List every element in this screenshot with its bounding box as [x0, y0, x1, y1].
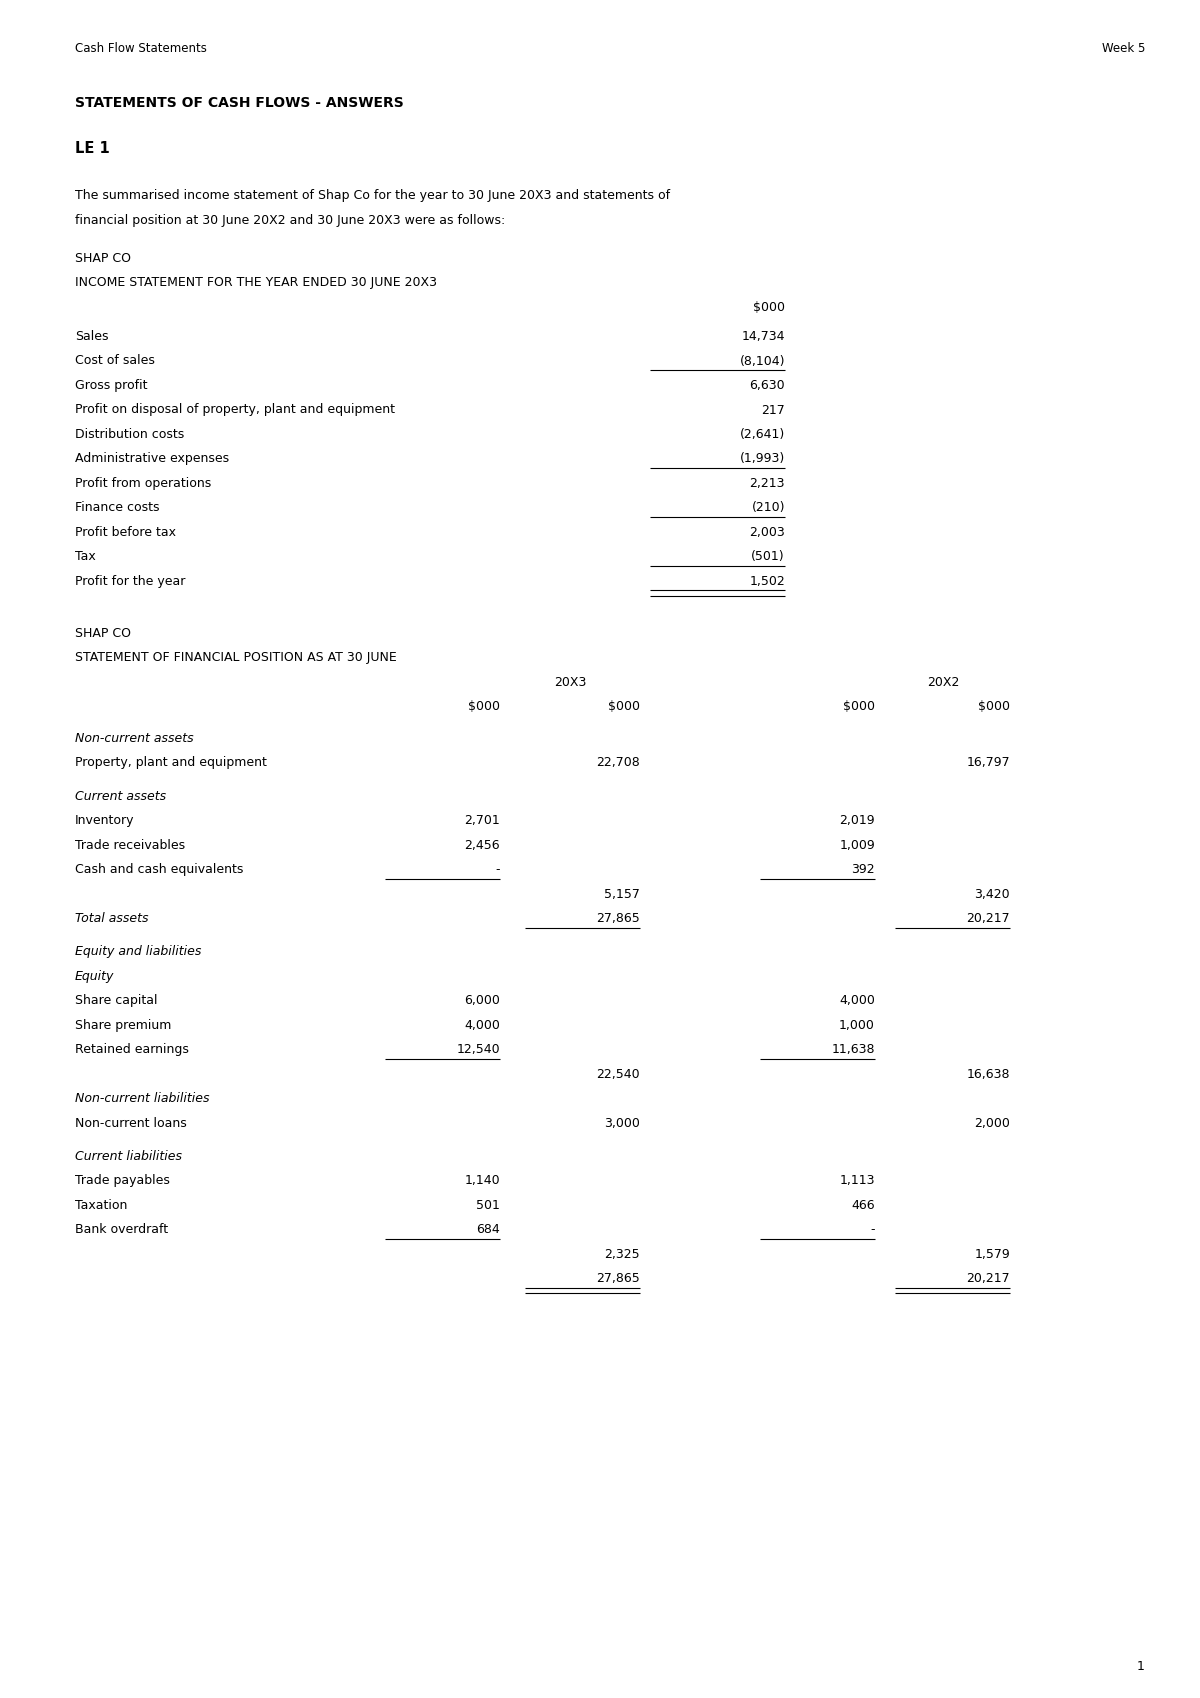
Text: Distribution costs: Distribution costs [74, 428, 185, 441]
Text: 27,865: 27,865 [596, 1272, 640, 1285]
Text: INCOME STATEMENT FOR THE YEAR ENDED 30 JUNE 20X3: INCOME STATEMENT FOR THE YEAR ENDED 30 J… [74, 277, 437, 289]
Text: 1,009: 1,009 [839, 839, 875, 852]
Text: 1,140: 1,140 [464, 1175, 500, 1187]
Text: Cash and cash equivalents: Cash and cash equivalents [74, 863, 244, 876]
Text: 20X2: 20X2 [926, 676, 959, 689]
Text: 20,217: 20,217 [966, 912, 1010, 925]
Text: 11,638: 11,638 [832, 1043, 875, 1056]
Text: 1,113: 1,113 [840, 1175, 875, 1187]
Text: 684: 684 [476, 1223, 500, 1236]
Text: Cost of sales: Cost of sales [74, 355, 155, 367]
Text: $000: $000 [842, 701, 875, 713]
Text: Share premium: Share premium [74, 1019, 172, 1032]
Text: Trade payables: Trade payables [74, 1175, 170, 1187]
Text: Property, plant and equipment: Property, plant and equipment [74, 757, 266, 769]
Text: Retained earnings: Retained earnings [74, 1043, 188, 1056]
Text: STATEMENT OF FINANCIAL POSITION AS AT 30 JUNE: STATEMENT OF FINANCIAL POSITION AS AT 30… [74, 652, 397, 664]
Text: SHAP CO: SHAP CO [74, 251, 131, 265]
Text: Sales: Sales [74, 329, 108, 343]
Text: Equity: Equity [74, 970, 114, 983]
Text: LE 1: LE 1 [74, 141, 109, 156]
Text: $000: $000 [978, 701, 1010, 713]
Text: Gross profit: Gross profit [74, 379, 148, 392]
Text: Current assets: Current assets [74, 790, 166, 803]
Text: 3,000: 3,000 [604, 1117, 640, 1129]
Text: 392: 392 [851, 863, 875, 876]
Text: Profit from operations: Profit from operations [74, 477, 211, 491]
Text: $000: $000 [754, 301, 785, 314]
Text: Current liabilities: Current liabilities [74, 1150, 182, 1163]
Text: 16,797: 16,797 [966, 757, 1010, 769]
Text: Total assets: Total assets [74, 912, 149, 925]
Text: Non-current assets: Non-current assets [74, 732, 193, 745]
Text: Equity and liabilities: Equity and liabilities [74, 946, 202, 958]
Text: 217: 217 [761, 404, 785, 416]
Text: (1,993): (1,993) [739, 452, 785, 465]
Text: 12,540: 12,540 [456, 1043, 500, 1056]
Text: 1,000: 1,000 [839, 1019, 875, 1032]
Text: The summarised income statement of Shap Co for the year to 30 June 20X3 and stat: The summarised income statement of Shap … [74, 188, 670, 202]
Text: STATEMENTS OF CASH FLOWS - ANSWERS: STATEMENTS OF CASH FLOWS - ANSWERS [74, 97, 403, 110]
Text: 22,708: 22,708 [596, 757, 640, 769]
Text: 5,157: 5,157 [604, 888, 640, 900]
Text: Week 5: Week 5 [1102, 42, 1145, 54]
Text: Tax: Tax [74, 550, 96, 564]
Text: Inventory: Inventory [74, 813, 134, 827]
Text: 20,217: 20,217 [966, 1272, 1010, 1285]
Text: Cash Flow Statements: Cash Flow Statements [74, 42, 206, 54]
Text: 27,865: 27,865 [596, 912, 640, 925]
Text: 2,213: 2,213 [750, 477, 785, 491]
Text: (210): (210) [751, 501, 785, 514]
Text: (8,104): (8,104) [739, 355, 785, 367]
Text: (2,641): (2,641) [739, 428, 785, 441]
Text: Taxation: Taxation [74, 1199, 127, 1212]
Text: Share capital: Share capital [74, 993, 157, 1007]
Text: 1: 1 [1138, 1661, 1145, 1673]
Text: 4,000: 4,000 [839, 993, 875, 1007]
Text: Profit on disposal of property, plant and equipment: Profit on disposal of property, plant an… [74, 404, 395, 416]
Text: $000: $000 [468, 701, 500, 713]
Text: Administrative expenses: Administrative expenses [74, 452, 229, 465]
Text: 2,701: 2,701 [464, 813, 500, 827]
Text: $000: $000 [608, 701, 640, 713]
Text: -: - [870, 1223, 875, 1236]
Text: 14,734: 14,734 [742, 329, 785, 343]
Text: 2,000: 2,000 [974, 1117, 1010, 1129]
Text: SHAP CO: SHAP CO [74, 627, 131, 640]
Text: 20X3: 20X3 [554, 676, 586, 689]
Text: Finance costs: Finance costs [74, 501, 160, 514]
Text: 3,420: 3,420 [974, 888, 1010, 900]
Text: -: - [496, 863, 500, 876]
Text: 2,019: 2,019 [839, 813, 875, 827]
Text: (501): (501) [751, 550, 785, 564]
Text: Trade receivables: Trade receivables [74, 839, 185, 852]
Text: 2,003: 2,003 [749, 526, 785, 538]
Text: Profit before tax: Profit before tax [74, 526, 176, 538]
Text: 4,000: 4,000 [464, 1019, 500, 1032]
Text: Profit for the year: Profit for the year [74, 576, 185, 588]
Text: financial position at 30 June 20X2 and 30 June 20X3 were as follows:: financial position at 30 June 20X2 and 3… [74, 214, 505, 226]
Text: Bank overdraft: Bank overdraft [74, 1223, 168, 1236]
Text: Non-current loans: Non-current loans [74, 1117, 187, 1129]
Text: 2,325: 2,325 [605, 1248, 640, 1260]
Text: 466: 466 [851, 1199, 875, 1212]
Text: 501: 501 [476, 1199, 500, 1212]
Text: 6,630: 6,630 [749, 379, 785, 392]
Text: Non-current liabilities: Non-current liabilities [74, 1092, 210, 1105]
Text: 1,502: 1,502 [749, 576, 785, 588]
Text: 16,638: 16,638 [966, 1068, 1010, 1080]
Text: 6,000: 6,000 [464, 993, 500, 1007]
Text: 2,456: 2,456 [464, 839, 500, 852]
Text: 1,579: 1,579 [974, 1248, 1010, 1260]
Text: 22,540: 22,540 [596, 1068, 640, 1080]
